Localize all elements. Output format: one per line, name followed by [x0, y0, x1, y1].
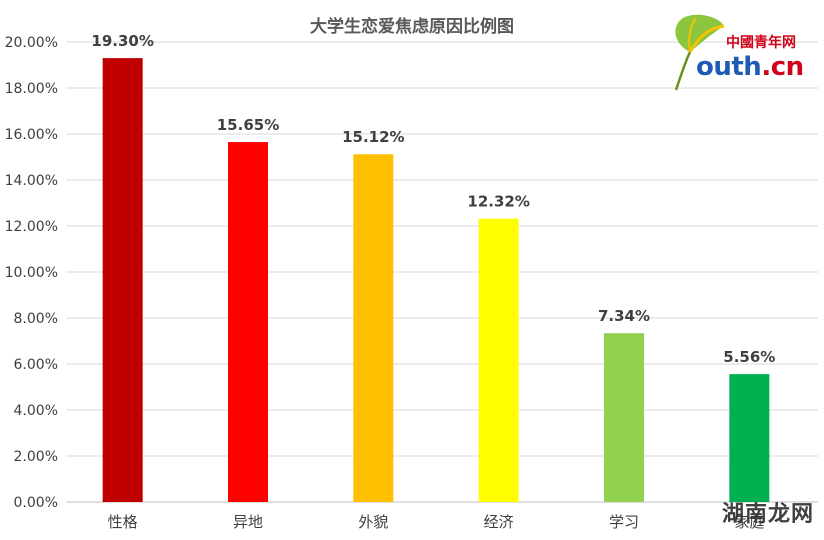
y-tick-label: 18.00%: [5, 81, 58, 97]
y-tick-label: 0.00%: [14, 495, 58, 511]
bar-4: [478, 218, 519, 502]
data-label: 15.65%: [217, 116, 279, 134]
y-tick-label: 2.00%: [14, 449, 58, 465]
data-labels: 19.30% 15.65% 15.12% 12.32% 7.34% 5.56%: [91, 32, 775, 366]
y-tick-label: 4.00%: [14, 403, 58, 419]
x-tick-label: 性格: [108, 513, 138, 531]
logo-brand-text: outh.cn: [696, 52, 804, 82]
chart-title: 大学生恋爱焦虑原因比例图: [310, 16, 514, 37]
data-label: 15.12%: [342, 128, 404, 146]
bar-3: [353, 154, 394, 503]
bar-2: [228, 142, 268, 503]
x-tick-label: 家庭: [734, 513, 764, 531]
y-tick-label: 16.00%: [5, 127, 58, 143]
x-tick-label: 学习: [609, 513, 639, 531]
bar-6: [729, 374, 770, 502]
y-tick-label: 10.00%: [5, 265, 58, 281]
bar-1: [102, 58, 143, 502]
y-tick-label: 12.00%: [5, 219, 58, 235]
data-label: 12.32%: [467, 193, 529, 211]
bars: [102, 58, 770, 503]
x-tick-label: 异地: [233, 513, 263, 531]
bar-5: [604, 333, 644, 502]
logo-brand-prefix: outh: [696, 52, 762, 82]
x-tick-label: 外貌: [358, 513, 388, 531]
y-axis-ticks: 0.00% 2.00% 4.00% 6.00% 8.00% 10.00% 12.00% 14.…: [5, 35, 58, 511]
watermark: 湖南龙网: [721, 502, 814, 527]
y-tick-label: 20.00%: [5, 35, 58, 51]
y-tick-label: 6.00%: [14, 357, 58, 373]
data-label: 7.34%: [598, 307, 650, 325]
logo-brand-suffix: .cn: [761, 52, 804, 82]
youth-cn-logo: 中國青年网 outh.cn: [668, 12, 816, 92]
x-tick-label: 经济: [484, 513, 514, 531]
logo-chinese-text: 中國青年网: [726, 35, 796, 51]
x-axis-ticks: 性格 异地 外貌 经济 学习 家庭: [108, 513, 765, 531]
data-label: 5.56%: [723, 348, 775, 366]
gridlines: [66, 41, 818, 503]
y-tick-label: 8.00%: [14, 311, 58, 327]
y-tick-label: 14.00%: [5, 173, 58, 189]
ginkgo-leaf-icon: [674, 14, 725, 91]
data-label: 19.30%: [91, 32, 153, 50]
